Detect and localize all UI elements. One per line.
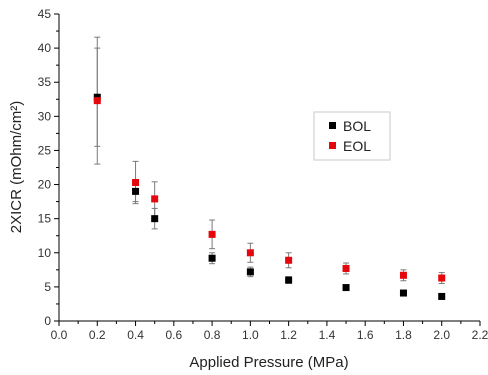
x-tick-label: 0.4: [127, 328, 144, 342]
y-tick-label: 10: [38, 246, 52, 260]
y-tick-label: 5: [44, 280, 51, 294]
y-tick-label: 15: [38, 212, 52, 226]
y-tick-label: 20: [38, 178, 52, 192]
point-bol: [399, 289, 407, 297]
point-bol: [285, 276, 293, 284]
axis-ticks: 0.0 0.2 0.4 0.6 0.8 1.0 1.2 1.4 1.6 1.8 2.0 2.2 0 5 10…: [38, 7, 488, 342]
y-tick-label: 40: [38, 41, 52, 55]
x-tick-label: 1.6: [357, 328, 374, 342]
point-bol: [342, 284, 350, 292]
legend-label-eol: EOL: [343, 138, 371, 154]
point-eol: [93, 97, 101, 105]
point-eol: [285, 256, 293, 264]
legend-label-bol: BOL: [343, 118, 371, 134]
x-tick-label: 1.2: [280, 328, 297, 342]
point-eol: [132, 179, 140, 187]
x-tick-label: 2.0: [433, 328, 450, 342]
x-tick-label: 0.2: [89, 328, 106, 342]
point-bol: [132, 187, 140, 195]
x-axis-title: Applied Pressure (MPa): [189, 354, 348, 371]
legend-marker-bol: [329, 122, 336, 129]
legend: BOL EOL: [313, 111, 391, 161]
x-tick-label: 1.8: [395, 328, 412, 342]
y-tick-label: 25: [38, 143, 52, 157]
point-bol: [438, 292, 446, 300]
point-eol: [208, 230, 216, 238]
point-eol: [399, 271, 407, 279]
x-tick-label: 0.6: [165, 328, 182, 342]
point-bol: [151, 215, 159, 223]
y-tick-label: 30: [38, 109, 52, 123]
x-tick-label: 0.8: [204, 328, 221, 342]
y-tick-label: 0: [44, 314, 51, 328]
x-tick-label: 2.2: [472, 328, 488, 342]
x-tick-label: 1.0: [242, 328, 259, 342]
axes: [58, 14, 480, 322]
point-bol: [246, 268, 254, 276]
point-eol: [342, 264, 350, 272]
x-tick-label: 1.4: [319, 328, 336, 342]
point-eol: [246, 249, 254, 257]
legend-marker-eol: [329, 142, 336, 149]
x-tick-label: 0.0: [51, 328, 68, 342]
data-points: [93, 93, 446, 300]
y-axis-title: 2XICR (mOhm/cm²): [8, 101, 25, 234]
legend-frame: [313, 111, 391, 161]
point-eol: [151, 195, 159, 203]
point-bol: [208, 254, 216, 262]
y-tick-label: 35: [38, 75, 52, 89]
point-eol: [438, 274, 446, 282]
error-bars: [94, 36, 445, 299]
y-tick-label: 45: [38, 7, 52, 21]
